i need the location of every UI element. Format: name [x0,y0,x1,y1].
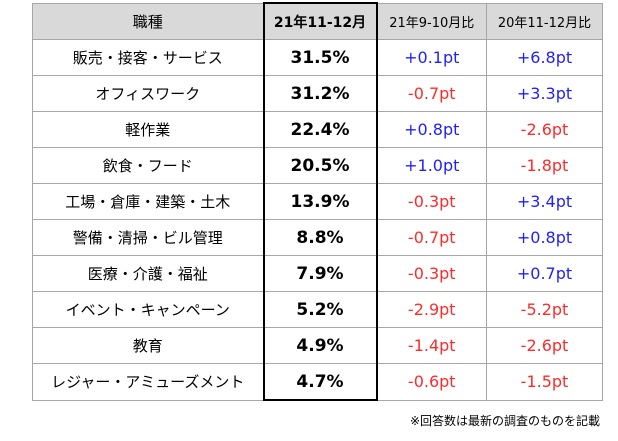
share-cell: 13.9% [262,183,378,220]
job-type-cell: イベント・キャンペーン [32,291,264,328]
header-job-type: 職種 [32,2,264,40]
share-cell: 31.5% [262,39,378,76]
job-type-cell: 教育 [32,327,264,364]
vs-previous-year-cell: -5.2pt [486,291,603,328]
vs-previous-period-cell: +1.0pt [376,147,487,184]
table-header-row: 職種 21年11-12月 21年9-10月比 20年11-12月比 [32,2,603,40]
table-row: レジャー・アミューズメント 4.7% -0.6pt -1.5pt [32,363,603,401]
job-type-cell: 医療・介護・福祉 [32,255,264,292]
vs-previous-year-cell: +0.8pt [486,219,603,256]
header-vs-previous-period: 21年9-10月比 [376,2,487,40]
job-type-cell: 警備・清掃・ビル管理 [32,219,264,256]
table-row: イベント・キャンペーン 5.2% -2.9pt -5.2pt [32,291,603,328]
share-cell: 4.7% [262,363,378,401]
job-type-cell: 飲食・フード [32,147,264,184]
vs-previous-year-cell: -2.6pt [486,111,603,148]
vs-previous-year-cell: -2.6pt [486,327,603,364]
table-row: 軽作業 22.4% +0.8pt -2.6pt [32,111,603,148]
share-cell: 20.5% [262,147,378,184]
vs-previous-period-cell: -0.3pt [376,255,487,292]
vs-previous-year-cell: +0.7pt [486,255,603,292]
job-type-cell: 工場・倉庫・建築・土木 [32,183,264,220]
vs-previous-period-cell: -1.4pt [376,327,487,364]
share-cell: 22.4% [262,111,378,148]
share-cell: 5.2% [262,291,378,328]
vs-previous-period-cell: -0.7pt [376,75,487,112]
vs-previous-year-cell: -1.8pt [486,147,603,184]
table-row: 飲食・フード 20.5% +1.0pt -1.8pt [32,147,603,184]
share-cell: 4.9% [262,327,378,364]
header-current-period: 21年11-12月 [262,2,378,40]
vs-previous-period-cell: +0.8pt [376,111,487,148]
vs-previous-period-cell: -0.6pt [376,363,487,401]
job-type-cell: 軽作業 [32,111,264,148]
vs-previous-year-cell: +3.4pt [486,183,603,220]
table-row: 教育 4.9% -1.4pt -2.6pt [32,327,603,364]
table-row: 警備・清掃・ビル管理 8.8% -0.7pt +0.8pt [32,219,603,256]
job-type-cell: オフィスワーク [32,75,264,112]
vs-previous-period-cell: -0.7pt [376,219,487,256]
vs-previous-year-cell: +3.3pt [486,75,603,112]
job-type-cell: レジャー・アミューズメント [32,363,264,401]
vs-previous-period-cell: +0.1pt [376,39,487,76]
vs-previous-period-cell: -2.9pt [376,291,487,328]
table-row: オフィスワーク 31.2% -0.7pt +3.3pt [32,75,603,112]
table-row: 工場・倉庫・建築・土木 13.9% -0.3pt +3.4pt [32,183,603,220]
share-cell: 7.9% [262,255,378,292]
share-cell: 31.2% [262,75,378,112]
header-vs-previous-year: 20年11-12月比 [486,2,603,40]
vs-previous-year-cell: +6.8pt [486,39,603,76]
table-row: 販売・接客・サービス 31.5% +0.1pt +6.8pt [32,39,603,76]
job-category-table: 職種 21年11-12月 21年9-10月比 20年11-12月比 販売・接客・… [32,2,603,401]
table-row: 医療・介護・福祉 7.9% -0.3pt +0.7pt [32,255,603,292]
vs-previous-period-cell: -0.3pt [376,183,487,220]
vs-previous-year-cell: -1.5pt [486,363,603,401]
footnote: ※回答数は最新の調査のものを記載 [409,414,600,428]
job-type-cell: 販売・接客・サービス [32,39,264,76]
share-cell: 8.8% [262,219,378,256]
